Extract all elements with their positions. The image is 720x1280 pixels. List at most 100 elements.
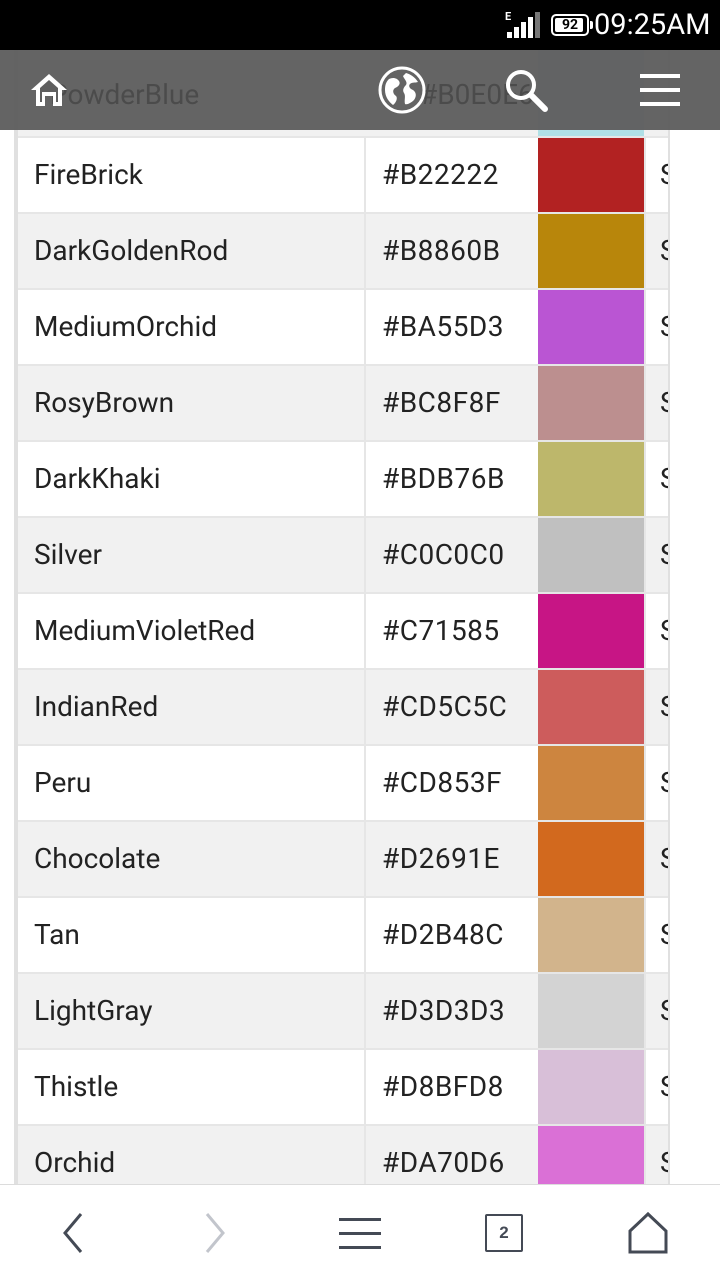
color-hex: #C0C0C0	[382, 538, 505, 571]
back-button[interactable]	[42, 1205, 102, 1261]
color-hex: #CD5C5C	[382, 690, 508, 723]
color-swatch	[538, 1050, 644, 1124]
color-swatch	[538, 594, 644, 668]
color-swatch	[538, 670, 644, 744]
color-hex: #C71585	[382, 614, 500, 647]
color-swatch	[538, 822, 644, 896]
truncated-cell: S	[660, 822, 668, 896]
truncated-cell: S	[660, 138, 668, 212]
color-swatch	[538, 518, 644, 592]
table-row: DarkGoldenRod #B8860B S	[18, 212, 668, 288]
search-icon	[506, 70, 548, 112]
color-name: Tan	[34, 918, 80, 951]
table-rows: FireBrick#B22222SDarkGoldenRod#B8860BSMe…	[18, 136, 668, 1184]
truncated-cell: S	[660, 518, 668, 592]
menu-button[interactable]	[632, 62, 688, 118]
color-hex: #BA55D3	[382, 310, 505, 343]
tabs-button[interactable]: 2	[474, 1205, 534, 1261]
color-hex: #B8860B	[382, 234, 501, 267]
color-hex: #D8BFD8	[382, 1070, 504, 1103]
color-name: Silver	[34, 538, 102, 571]
color-swatch	[538, 290, 644, 364]
truncated-cell: S	[660, 898, 668, 972]
table-row: Thistle #D8BFD8 S	[18, 1048, 668, 1124]
table-row: Tan #D2B48C S	[18, 896, 668, 972]
color-swatch	[538, 746, 644, 820]
bottom-navigation: 2	[0, 1184, 720, 1280]
color-swatch	[538, 1126, 644, 1184]
color-name: Peru	[34, 766, 92, 799]
browser-toolbar: PowderBlue #B0E0E6	[0, 50, 720, 130]
bottom-home-button[interactable]	[618, 1205, 678, 1261]
table-row: Chocolate #D2691E S	[18, 820, 668, 896]
search-button[interactable]	[498, 62, 554, 118]
table-row: MediumVioletRed #C71585 S	[18, 592, 668, 668]
color-name: RosyBrown	[34, 386, 175, 419]
status-bar: E 92 09:25AM	[0, 0, 720, 50]
table-row: Orchid #DA70D6 S	[18, 1124, 668, 1184]
clock: 09:25AM	[594, 8, 711, 42]
home-icon	[628, 1211, 668, 1254]
color-swatch	[538, 442, 644, 516]
color-hex: #B22222	[382, 158, 499, 191]
color-name: Thistle	[34, 1070, 119, 1103]
battery-level: 92	[561, 17, 579, 33]
table-row: RosyBrown #BC8F8F S	[18, 364, 668, 440]
menu-icon	[640, 74, 680, 106]
color-swatch	[538, 974, 644, 1048]
color-hex: #DA70D6	[382, 1146, 505, 1179]
globe-icon	[378, 66, 426, 114]
menu-icon	[339, 1218, 381, 1249]
color-hex: #CD853F	[382, 766, 503, 799]
color-name: FireBrick	[34, 158, 143, 191]
color-hex: #D2B48C	[382, 918, 504, 951]
home-button[interactable]	[21, 62, 77, 118]
forward-button[interactable]	[186, 1205, 246, 1261]
color-swatch	[538, 898, 644, 972]
home-icon	[31, 74, 67, 106]
color-name: IndianRed	[34, 690, 159, 723]
table-row: MediumOrchid #BA55D3 S	[18, 288, 668, 364]
forward-icon	[205, 1213, 225, 1253]
table-row: LightGray #D3D3D3 S	[18, 972, 668, 1048]
table-row: DarkKhaki #BDB76B S	[18, 440, 668, 516]
color-hex: #BC8F8F	[382, 386, 501, 419]
color-hex: #D2691E	[382, 842, 500, 875]
truncated-cell: S	[660, 974, 668, 1048]
table-row: FireBrick #B22222 S	[18, 136, 668, 212]
back-icon	[63, 1213, 83, 1253]
truncated-cell: S	[660, 366, 668, 440]
truncated-cell: S	[660, 214, 668, 288]
truncated-cell: S	[660, 1050, 668, 1124]
color-name: DarkGoldenRod	[34, 234, 229, 267]
color-swatch	[538, 138, 644, 212]
truncated-cell: S	[660, 1126, 668, 1184]
truncated-cell: S	[660, 442, 668, 516]
color-name: Orchid	[34, 1146, 116, 1179]
truncated-cell: S	[660, 746, 668, 820]
color-name: MediumOrchid	[34, 310, 218, 343]
color-hex: #BDB76B	[382, 462, 505, 495]
tab-count: 2	[499, 1223, 509, 1242]
color-swatch	[538, 214, 644, 288]
tabs-icon: 2	[485, 1214, 523, 1252]
color-name: DarkKhaki	[34, 462, 161, 495]
color-name: MediumVioletRed	[34, 614, 256, 647]
battery-icon: 92	[551, 14, 593, 36]
table-row: IndianRed #CD5C5C S	[18, 668, 668, 744]
color-hex: #D3D3D3	[382, 994, 506, 1027]
browser-menu-button[interactable]	[330, 1205, 390, 1261]
color-swatch	[538, 366, 644, 440]
truncated-cell: S	[660, 670, 668, 744]
truncated-cell: S	[660, 594, 668, 668]
obscured-color-name: PowderBlue	[50, 78, 200, 111]
table-row: Silver #C0C0C0 S	[18, 516, 668, 592]
table-row: Peru #CD853F S	[18, 744, 668, 820]
signal-icon: E	[505, 10, 540, 38]
color-table: FireBrick#B22222SDarkGoldenRod#B8860BSMe…	[14, 50, 670, 1184]
globe-button[interactable]	[374, 62, 430, 118]
color-name: Chocolate	[34, 842, 161, 875]
color-name: LightGray	[34, 994, 153, 1027]
network-type: E	[505, 10, 512, 23]
truncated-cell: S	[660, 290, 668, 364]
